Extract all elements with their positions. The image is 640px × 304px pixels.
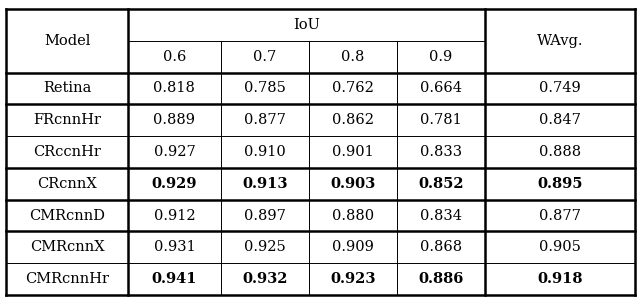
- Text: 0.941: 0.941: [152, 272, 197, 286]
- Text: 0.913: 0.913: [242, 177, 288, 191]
- Text: 0.781: 0.781: [420, 113, 462, 127]
- Text: 0.785: 0.785: [244, 81, 286, 95]
- Text: 0.8: 0.8: [341, 50, 365, 64]
- Text: 0.749: 0.749: [539, 81, 581, 95]
- Text: 0.877: 0.877: [539, 209, 581, 223]
- Text: Retina: Retina: [43, 81, 92, 95]
- Text: 0.895: 0.895: [537, 177, 583, 191]
- Text: 0.897: 0.897: [244, 209, 286, 223]
- Text: FRcnnHr: FRcnnHr: [33, 113, 101, 127]
- Text: 0.7: 0.7: [253, 50, 276, 64]
- Text: 0.886: 0.886: [419, 272, 463, 286]
- Text: 0.912: 0.912: [154, 209, 195, 223]
- Text: Model: Model: [44, 34, 90, 48]
- Text: 0.903: 0.903: [330, 177, 376, 191]
- Text: 0.889: 0.889: [154, 113, 195, 127]
- Text: 0.880: 0.880: [332, 209, 374, 223]
- Text: 0.918: 0.918: [537, 272, 583, 286]
- Text: 0.909: 0.909: [332, 240, 374, 254]
- Text: IoU: IoU: [293, 18, 320, 32]
- Text: 0.905: 0.905: [539, 240, 581, 254]
- Text: 0.862: 0.862: [332, 113, 374, 127]
- Text: 0.852: 0.852: [418, 177, 464, 191]
- Text: 0.833: 0.833: [420, 145, 462, 159]
- Text: CMRcnnX: CMRcnnX: [30, 240, 104, 254]
- Text: 0.932: 0.932: [242, 272, 288, 286]
- Text: 0.762: 0.762: [332, 81, 374, 95]
- Text: 0.929: 0.929: [152, 177, 197, 191]
- Text: 0.6: 0.6: [163, 50, 186, 64]
- Text: 0.910: 0.910: [244, 145, 286, 159]
- Text: 0.847: 0.847: [539, 113, 581, 127]
- Text: CRcnnX: CRcnnX: [37, 177, 97, 191]
- Text: 0.664: 0.664: [420, 81, 462, 95]
- Text: 0.927: 0.927: [154, 145, 195, 159]
- Text: 0.868: 0.868: [420, 240, 462, 254]
- Text: WAvg.: WAvg.: [537, 34, 583, 48]
- Text: 0.818: 0.818: [154, 81, 195, 95]
- Text: 0.888: 0.888: [539, 145, 581, 159]
- Text: CMRcnnHr: CMRcnnHr: [25, 272, 109, 286]
- Text: 0.877: 0.877: [244, 113, 286, 127]
- Text: 0.931: 0.931: [154, 240, 195, 254]
- Text: 0.9: 0.9: [429, 50, 452, 64]
- Text: 0.834: 0.834: [420, 209, 462, 223]
- Text: 0.901: 0.901: [332, 145, 374, 159]
- Text: CRccnHr: CRccnHr: [33, 145, 101, 159]
- Text: 0.923: 0.923: [330, 272, 376, 286]
- Text: CMRcnnD: CMRcnnD: [29, 209, 105, 223]
- Text: 0.925: 0.925: [244, 240, 286, 254]
